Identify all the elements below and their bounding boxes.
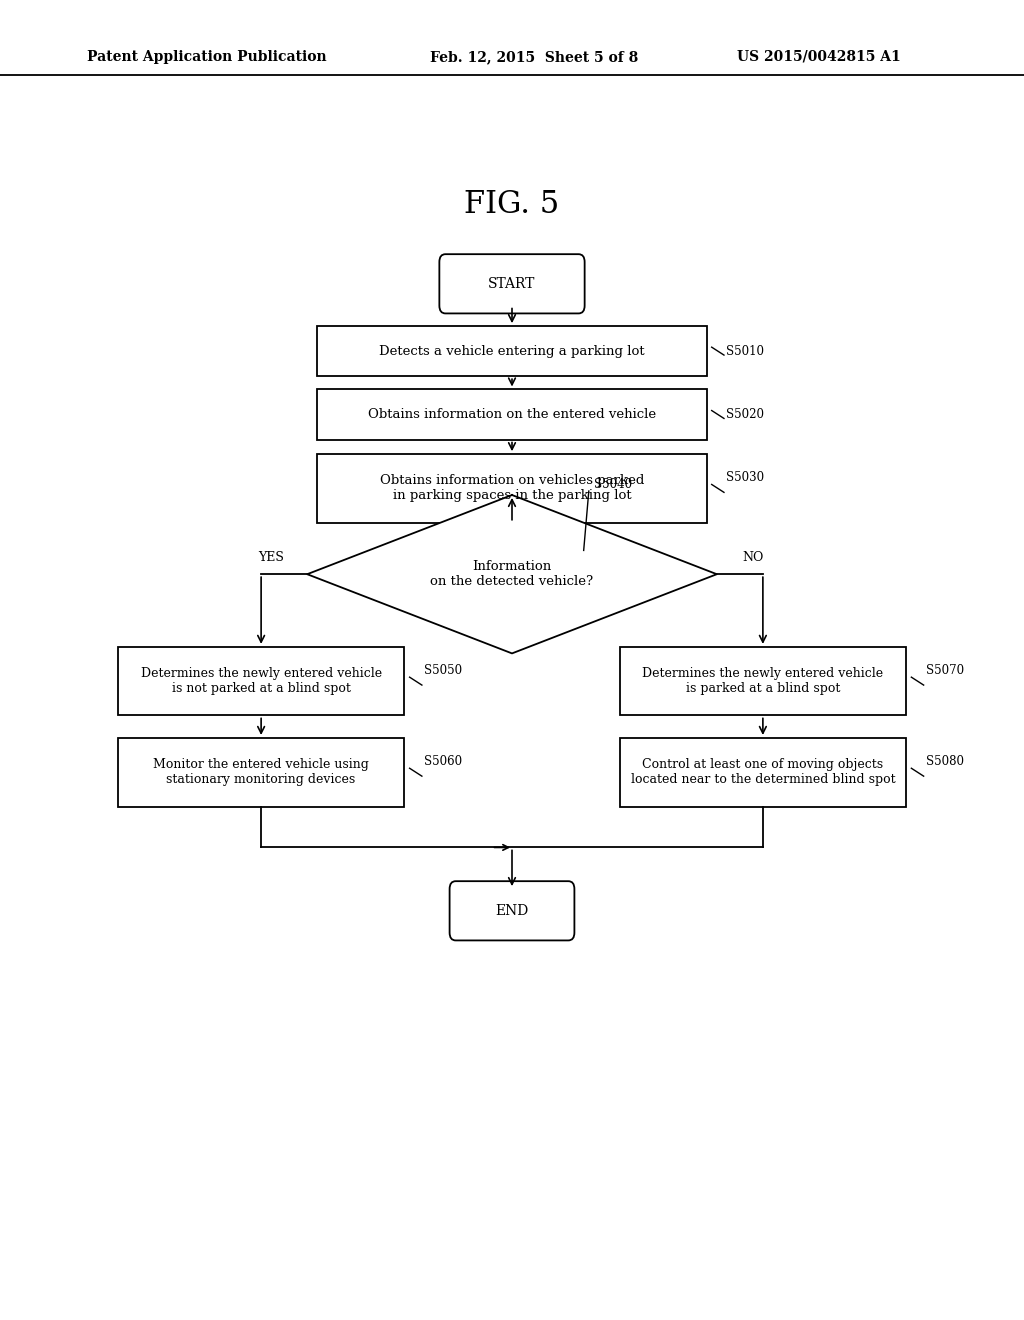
Text: US 2015/0042815 A1: US 2015/0042815 A1 bbox=[737, 50, 901, 63]
Text: S5010: S5010 bbox=[726, 345, 764, 358]
Text: Control at least one of moving objects
located near to the determined blind spot: Control at least one of moving objects l… bbox=[631, 758, 895, 787]
FancyBboxPatch shape bbox=[439, 255, 585, 313]
Text: S5050: S5050 bbox=[424, 664, 462, 677]
Text: Detects a vehicle entering a parking lot: Detects a vehicle entering a parking lot bbox=[379, 345, 645, 358]
Bar bbox=[118, 738, 404, 807]
Bar bbox=[317, 454, 707, 523]
Bar bbox=[317, 389, 707, 440]
Text: S5030: S5030 bbox=[726, 471, 764, 484]
Text: Monitor the entered vehicle using
stationary monitoring devices: Monitor the entered vehicle using statio… bbox=[154, 758, 369, 787]
Text: Determines the newly entered vehicle
is parked at a blind spot: Determines the newly entered vehicle is … bbox=[642, 667, 884, 696]
Text: Obtains information on vehicles parked
in parking spaces in the parking lot: Obtains information on vehicles parked i… bbox=[380, 474, 644, 503]
Text: FIG. 5: FIG. 5 bbox=[464, 189, 560, 220]
FancyBboxPatch shape bbox=[450, 882, 574, 940]
Text: END: END bbox=[496, 904, 528, 917]
Text: Determines the newly entered vehicle
is not parked at a blind spot: Determines the newly entered vehicle is … bbox=[140, 667, 382, 696]
Text: S5070: S5070 bbox=[926, 664, 964, 677]
Text: S5040: S5040 bbox=[594, 478, 632, 491]
Bar bbox=[118, 647, 404, 715]
Bar bbox=[620, 647, 906, 715]
Text: START: START bbox=[488, 277, 536, 290]
Bar bbox=[317, 326, 707, 376]
Text: S5080: S5080 bbox=[926, 755, 964, 768]
Text: S5020: S5020 bbox=[726, 408, 764, 421]
Polygon shape bbox=[307, 495, 717, 653]
Text: Patent Application Publication: Patent Application Publication bbox=[87, 50, 327, 63]
Text: YES: YES bbox=[258, 550, 285, 564]
Text: Obtains information on the entered vehicle: Obtains information on the entered vehic… bbox=[368, 408, 656, 421]
Text: Feb. 12, 2015  Sheet 5 of 8: Feb. 12, 2015 Sheet 5 of 8 bbox=[430, 50, 638, 63]
Bar bbox=[620, 738, 906, 807]
Text: S5060: S5060 bbox=[424, 755, 462, 768]
Text: Information
on the detected vehicle?: Information on the detected vehicle? bbox=[430, 560, 594, 589]
Text: NO: NO bbox=[742, 550, 763, 564]
